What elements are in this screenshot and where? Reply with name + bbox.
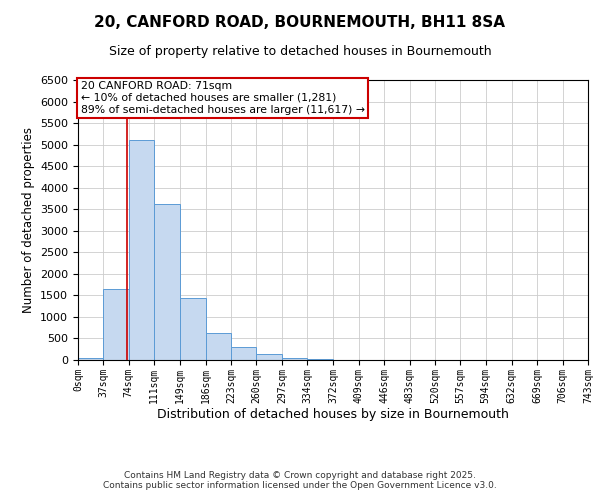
Text: 20, CANFORD ROAD, BOURNEMOUTH, BH11 8SA: 20, CANFORD ROAD, BOURNEMOUTH, BH11 8SA [95,15,505,30]
Bar [256,354,282,360]
Bar [180,298,206,360]
Bar [154,204,180,360]
Bar [103,289,129,360]
X-axis label: Distribution of detached houses by size in Bournemouth: Distribution of detached houses by size … [157,408,509,422]
Bar [307,359,334,360]
Bar [282,358,307,360]
Bar [231,346,256,360]
Text: 20 CANFORD ROAD: 71sqm
← 10% of detached houses are smaller (1,281)
89% of semi-: 20 CANFORD ROAD: 71sqm ← 10% of detached… [80,82,365,114]
Y-axis label: Number of detached properties: Number of detached properties [22,127,35,313]
Bar [206,334,231,360]
Bar [129,140,154,360]
Text: Contains HM Land Registry data © Crown copyright and database right 2025.
Contai: Contains HM Land Registry data © Crown c… [103,470,497,490]
Bar [78,358,103,360]
Text: Size of property relative to detached houses in Bournemouth: Size of property relative to detached ho… [109,45,491,58]
